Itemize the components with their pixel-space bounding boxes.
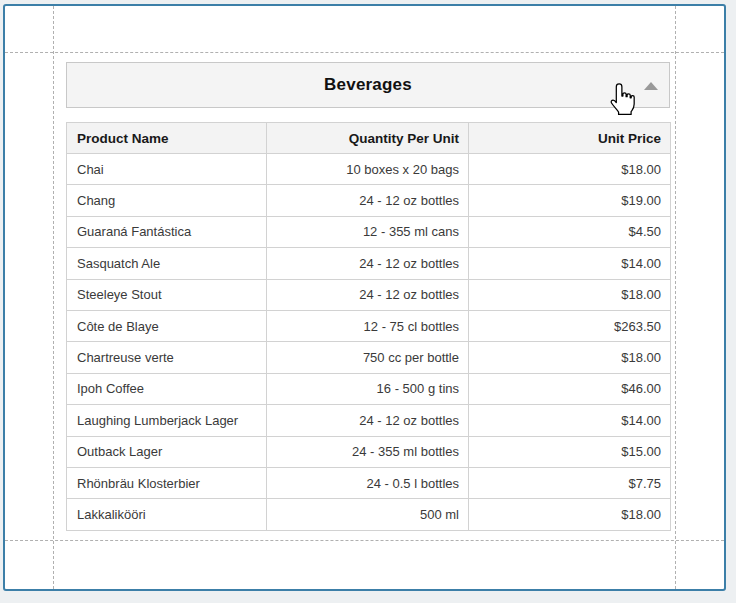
table-row: Steeleye Stout24 - 12 oz bottles$18.00 bbox=[67, 279, 671, 310]
table-cell: Steeleye Stout bbox=[67, 279, 267, 310]
column-header-product-name: Product Name bbox=[67, 123, 267, 154]
table-cell: $7.75 bbox=[469, 467, 671, 498]
products-table-container: Product Name Quantity Per Unit Unit Pric… bbox=[66, 122, 670, 531]
table-body: Chai10 boxes x 20 bags$18.00Chang24 - 12… bbox=[67, 154, 671, 531]
table-row: Chang24 - 12 oz bottles$19.00 bbox=[67, 185, 671, 216]
table-cell: $14.00 bbox=[469, 248, 671, 279]
column-header-unit-price: Unit Price bbox=[469, 123, 671, 154]
table-cell: 10 boxes x 20 bags bbox=[267, 154, 469, 185]
table-cell: 750 cc per bottle bbox=[267, 342, 469, 373]
table-cell: 24 - 0.5 l bottles bbox=[267, 467, 469, 498]
table-cell: 24 - 12 oz bottles bbox=[267, 279, 469, 310]
table-row: Sasquatch Ale24 - 12 oz bottles$14.00 bbox=[67, 248, 671, 279]
table-cell: 500 ml bbox=[267, 499, 469, 530]
table-row: Chai10 boxes x 20 bags$18.00 bbox=[67, 154, 671, 185]
table-row: Guaraná Fantástica12 - 355 ml cans$4.50 bbox=[67, 216, 671, 247]
table-cell: Chai bbox=[67, 154, 267, 185]
table-cell: 12 - 355 ml cans bbox=[267, 216, 469, 247]
table-cell: 24 - 12 oz bottles bbox=[267, 185, 469, 216]
table-row: Côte de Blaye12 - 75 cl bottles$263.50 bbox=[67, 310, 671, 341]
table-cell: $18.00 bbox=[469, 499, 671, 530]
table-row: Ipoh Coffee16 - 500 g tins$46.00 bbox=[67, 373, 671, 404]
table-cell: $19.00 bbox=[469, 185, 671, 216]
table-cell: Côte de Blaye bbox=[67, 310, 267, 341]
table-cell: Sasquatch Ale bbox=[67, 248, 267, 279]
table-cell: Outback Lager bbox=[67, 436, 267, 467]
table-cell: 16 - 500 g tins bbox=[267, 373, 469, 404]
table-row: Outback Lager24 - 355 ml bottles$15.00 bbox=[67, 436, 671, 467]
table-cell: 24 - 355 ml bottles bbox=[267, 436, 469, 467]
table-cell: 24 - 12 oz bottles bbox=[267, 248, 469, 279]
products-table: Product Name Quantity Per Unit Unit Pric… bbox=[66, 122, 671, 531]
table-cell: Chartreuse verte bbox=[67, 342, 267, 373]
table-cell: Chang bbox=[67, 185, 267, 216]
table-cell: Ipoh Coffee bbox=[67, 373, 267, 404]
table-header: Product Name Quantity Per Unit Unit Pric… bbox=[67, 123, 671, 154]
table-cell: Lakkalikööri bbox=[67, 499, 267, 530]
table-cell: $18.00 bbox=[469, 279, 671, 310]
table-row: Laughing Lumberjack Lager24 - 12 oz bott… bbox=[67, 405, 671, 436]
table-row: Chartreuse verte750 cc per bottle$18.00 bbox=[67, 342, 671, 373]
collapse-arrow-icon[interactable] bbox=[644, 82, 658, 90]
table-row: Rhönbräu Klosterbier24 - 0.5 l bottles$7… bbox=[67, 467, 671, 498]
table-cell: $18.00 bbox=[469, 154, 671, 185]
table-cell: $15.00 bbox=[469, 436, 671, 467]
table-cell: $263.50 bbox=[469, 310, 671, 341]
table-cell: Rhönbräu Klosterbier bbox=[67, 467, 267, 498]
group-title: Beverages bbox=[67, 63, 669, 107]
table-header-row: Product Name Quantity Per Unit Unit Pric… bbox=[67, 123, 671, 154]
table-cell: 24 - 12 oz bottles bbox=[267, 405, 469, 436]
table-cell: 12 - 75 cl bottles bbox=[267, 310, 469, 341]
table-row: Lakkalikööri500 ml$18.00 bbox=[67, 499, 671, 530]
column-header-quantity-per-unit: Quantity Per Unit bbox=[267, 123, 469, 154]
table-cell: Laughing Lumberjack Lager bbox=[67, 405, 267, 436]
table-cell: $4.50 bbox=[469, 216, 671, 247]
table-cell: $46.00 bbox=[469, 373, 671, 404]
group-header-band[interactable]: Beverages bbox=[66, 62, 670, 108]
table-cell: $18.00 bbox=[469, 342, 671, 373]
table-cell: $14.00 bbox=[469, 405, 671, 436]
preview-canvas: Beverages Product Name Quantity Per Unit… bbox=[0, 0, 736, 603]
table-cell: Guaraná Fantástica bbox=[67, 216, 267, 247]
